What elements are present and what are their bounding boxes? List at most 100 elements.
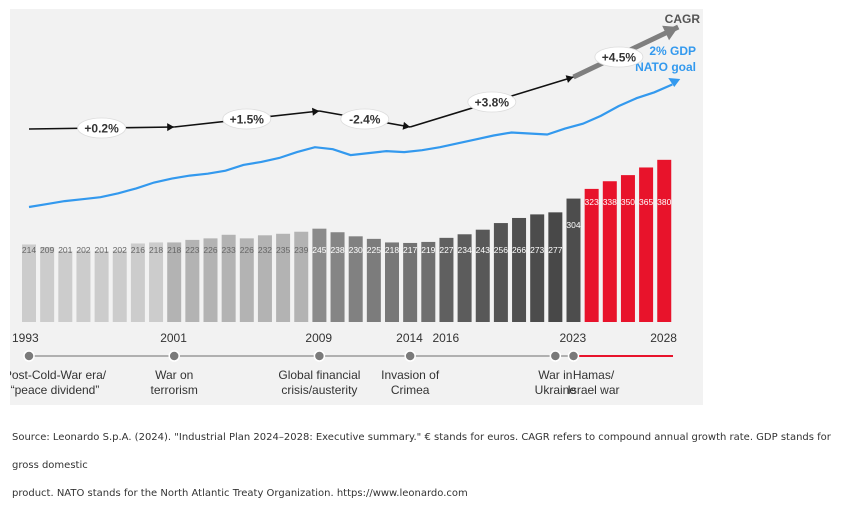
bar-1997 bbox=[94, 251, 109, 322]
bar-label-2021: 273 bbox=[530, 245, 544, 255]
bar-label-2017: 234 bbox=[458, 245, 472, 255]
source-note-line-2: product. NATO stands for the North Atlan… bbox=[12, 488, 468, 499]
bar-label-2025: 338 bbox=[603, 197, 617, 207]
bar-2028 bbox=[657, 159, 672, 322]
source-note: Source: Leonardo S.p.A. (2024). "Industr… bbox=[12, 424, 852, 508]
event-label-1993-1: “peace dividend” bbox=[11, 383, 100, 397]
bar-label-2026: 350 bbox=[621, 197, 635, 207]
bar-label-2003: 226 bbox=[203, 245, 217, 255]
bar-1995 bbox=[58, 251, 73, 322]
bar-2020 bbox=[512, 217, 527, 322]
bar-label-1997: 201 bbox=[95, 245, 109, 255]
x-tick-2014: 2014 bbox=[396, 331, 423, 345]
event-label-2022-0: War in bbox=[538, 368, 572, 382]
cagr-label-0: +0.2% bbox=[84, 122, 119, 136]
bar-label-2012: 225 bbox=[367, 245, 381, 255]
bar-label-2009: 245 bbox=[312, 245, 326, 255]
bar-label-1995: 201 bbox=[58, 245, 72, 255]
bar-1999 bbox=[130, 243, 145, 322]
bar-2007 bbox=[276, 233, 291, 322]
bar-2003 bbox=[203, 238, 218, 322]
timeline-dot-2001 bbox=[168, 350, 180, 362]
bar-1996 bbox=[76, 250, 91, 322]
timeline-dot-2009 bbox=[313, 350, 326, 362]
bar-label-2015: 219 bbox=[421, 245, 435, 255]
bar-2013 bbox=[385, 242, 399, 322]
bar-label-1993: 214 bbox=[22, 245, 36, 255]
event-label-2023-1: Israel war bbox=[567, 383, 619, 397]
bar-label-1994: 209 bbox=[40, 245, 54, 255]
bar-label-2007: 235 bbox=[276, 245, 290, 255]
event-label-2022-1: Ukraine bbox=[535, 383, 577, 397]
bar-2019 bbox=[493, 223, 508, 322]
cagr-arrowhead-3 bbox=[565, 75, 574, 83]
cagr-pill-4 bbox=[594, 46, 644, 68]
bar-label-2010: 238 bbox=[330, 245, 344, 255]
bar-2012 bbox=[366, 238, 381, 322]
bar-label-2011: 230 bbox=[349, 245, 363, 255]
bar-label-1999: 216 bbox=[131, 245, 145, 255]
timeline-dot-2014 bbox=[404, 350, 416, 362]
bar-1994 bbox=[40, 247, 55, 322]
cagr-arrowhead-0 bbox=[167, 123, 175, 132]
bar-2005 bbox=[239, 238, 254, 322]
x-tick-2009: 2009 bbox=[305, 331, 332, 345]
bar-2017 bbox=[457, 234, 472, 322]
bar-label-1998: 202 bbox=[113, 245, 127, 255]
bar-2002 bbox=[185, 239, 200, 322]
bar-2021 bbox=[530, 214, 545, 322]
bar-label-2004: 233 bbox=[222, 245, 236, 255]
cagr-pill-1 bbox=[222, 108, 272, 130]
event-label-2009-1: crisis/austerity bbox=[281, 383, 357, 397]
bar-2011 bbox=[348, 236, 363, 322]
cagr-title: CAGR bbox=[665, 12, 701, 26]
bar-1998 bbox=[112, 250, 127, 322]
bar-label-2022: 277 bbox=[548, 245, 562, 255]
x-tick-2028: 2028 bbox=[650, 331, 677, 345]
bar-2014 bbox=[403, 242, 418, 322]
event-label-2023-0: Hamas/ bbox=[573, 368, 615, 382]
bar-label-2008: 239 bbox=[294, 245, 308, 255]
bar-2025 bbox=[602, 181, 617, 322]
chart-panel: 214 209 201 202 201 202 216 218 218 223 226 233 226 2… bbox=[10, 9, 703, 405]
bar-label-2000: 218 bbox=[149, 245, 163, 255]
bar-label-2013: 218 bbox=[385, 245, 399, 255]
bar-2026 bbox=[620, 175, 635, 322]
bar-2027 bbox=[639, 167, 654, 322]
bar-label-2001: 218 bbox=[167, 245, 181, 255]
bar-label-2019: 256 bbox=[494, 245, 508, 255]
bar-label-2027: 365 bbox=[639, 197, 653, 207]
x-tick-2023: 2023 bbox=[560, 331, 587, 345]
bar-2000 bbox=[149, 242, 164, 322]
defense-spending-chart: 214 209 201 202 201 202 216 218 218 223 226 233 226 2… bbox=[10, 9, 703, 405]
cagr-arrowhead-1 bbox=[312, 107, 320, 116]
timeline-dot-2022 bbox=[549, 350, 562, 362]
cagr-label-2: -2.4% bbox=[349, 113, 381, 127]
cagr-arrowhead-2 bbox=[402, 121, 411, 130]
gdp-line bbox=[28, 83, 673, 209]
source-note-line-1: Source: Leonardo S.p.A. (2024). "Industr… bbox=[12, 432, 831, 471]
bar-2004 bbox=[221, 234, 236, 322]
bar-2024 bbox=[584, 188, 599, 322]
gdp-label-line1: 2% GDP bbox=[649, 44, 696, 58]
event-label-2009-0: Global financial bbox=[278, 368, 360, 382]
bar-label-2028: 380 bbox=[657, 197, 671, 207]
x-tick-2001: 2001 bbox=[160, 331, 187, 345]
cagr-pill-0 bbox=[77, 117, 126, 139]
bar-label-2016: 227 bbox=[439, 245, 453, 255]
gdp-line-arrowhead bbox=[668, 78, 681, 87]
cagr-label-1: +1.5% bbox=[230, 113, 265, 127]
event-label-2001-0: War on bbox=[155, 368, 193, 382]
timeline-dot-2023 bbox=[567, 350, 580, 362]
event-label-2014-1: Crimea bbox=[391, 383, 430, 397]
bar-label-2005: 226 bbox=[240, 245, 254, 255]
bar-label-2023: 304 bbox=[566, 220, 580, 230]
bar-label-2024: 323 bbox=[585, 197, 599, 207]
bar-label-2006: 232 bbox=[258, 245, 272, 255]
bar-2009 bbox=[312, 228, 327, 322]
event-label-2001-1: terrorism bbox=[151, 383, 198, 397]
event-label-2014-0: Invasion of bbox=[381, 368, 440, 382]
bar-label-2018: 243 bbox=[476, 245, 490, 255]
timeline-dot-1993 bbox=[23, 350, 35, 362]
bar-2016 bbox=[439, 237, 454, 322]
